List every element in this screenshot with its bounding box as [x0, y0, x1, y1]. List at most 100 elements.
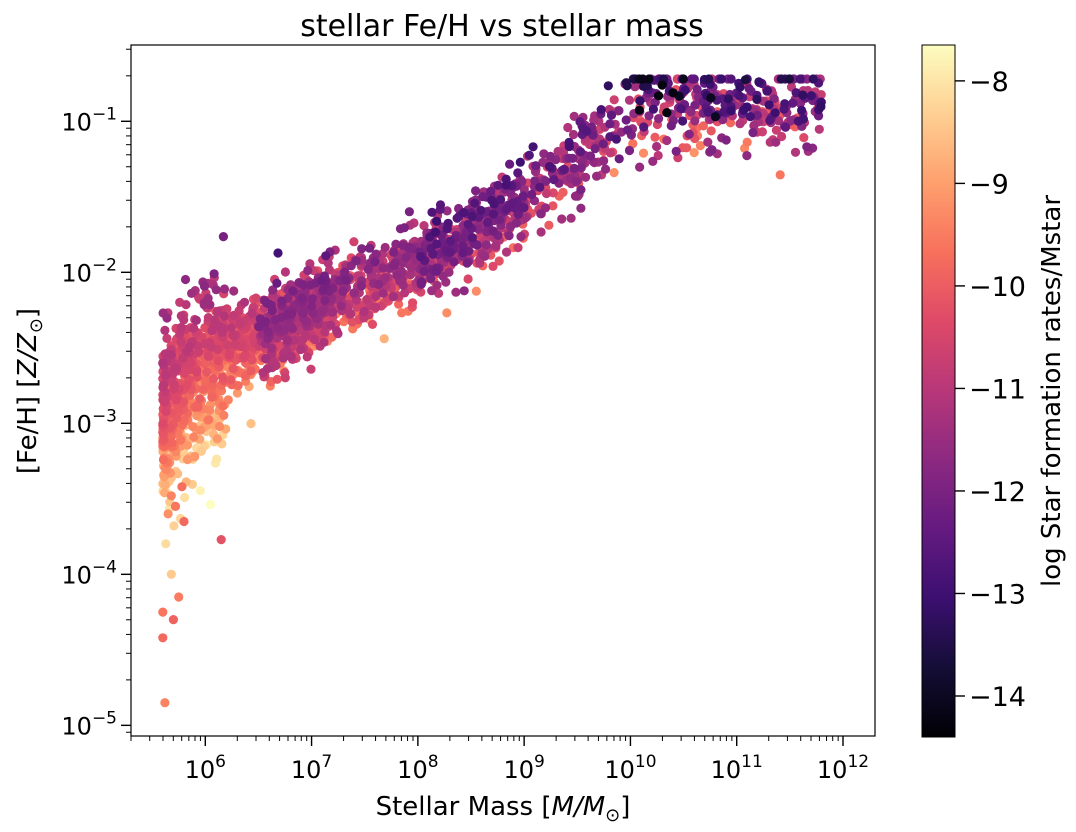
data-point [190, 451, 200, 462]
data-point [177, 482, 187, 492]
data-point [268, 285, 278, 295]
data-point [508, 198, 518, 208]
data-point [606, 110, 617, 120]
data-point [581, 172, 591, 182]
data-point [650, 132, 660, 142]
data-point [680, 85, 690, 95]
data-point [515, 157, 525, 167]
data-point [158, 381, 168, 391]
data-point [160, 480, 170, 490]
data-point [389, 247, 399, 257]
data-point [176, 337, 186, 347]
data-point [431, 266, 442, 276]
data-point [690, 100, 700, 110]
data-point [698, 121, 709, 131]
x-tick-label: 107 [291, 752, 332, 784]
data-point [541, 188, 552, 199]
data-point [442, 206, 452, 216]
data-point [548, 188, 558, 198]
data-point [726, 74, 736, 84]
data-point [654, 91, 664, 101]
data-point [212, 434, 222, 444]
data-point [609, 95, 619, 105]
data-point [568, 129, 579, 140]
data-point [224, 350, 234, 360]
data-point [211, 285, 221, 295]
data-point [158, 358, 168, 368]
data-point [162, 313, 172, 323]
data-point [740, 75, 751, 85]
data-point [545, 151, 556, 161]
data-point [191, 315, 201, 325]
data-point [609, 168, 619, 178]
data-point [272, 374, 282, 384]
data-point [219, 284, 230, 294]
data-point [808, 74, 818, 84]
data-point [207, 381, 217, 391]
data-point [666, 121, 676, 131]
data-point [207, 392, 217, 402]
data-point [158, 419, 168, 429]
data-point [181, 300, 191, 310]
data-point [173, 469, 183, 479]
data-point [513, 168, 523, 178]
data-point [286, 351, 296, 361]
data-point [788, 98, 798, 108]
data-point [349, 237, 359, 247]
data-point [624, 95, 635, 105]
data-point [776, 74, 786, 84]
data-point [407, 244, 417, 254]
data-point [481, 240, 491, 250]
data-point [518, 191, 528, 201]
data-point [623, 125, 633, 135]
data-point [639, 81, 649, 91]
y-tick-label: 10−3 [61, 406, 117, 438]
data-point [706, 126, 716, 136]
data-point [193, 402, 203, 412]
data-point [362, 294, 372, 305]
data-point [690, 116, 700, 126]
data-point [199, 281, 210, 291]
data-point [367, 319, 378, 329]
data-point [638, 74, 648, 84]
data-point [505, 159, 515, 169]
data-point [323, 258, 333, 268]
data-point [352, 302, 362, 312]
data-point [473, 224, 483, 234]
data-point [166, 569, 176, 579]
data-point [575, 147, 586, 157]
data-point [449, 257, 459, 267]
data-point [417, 277, 427, 287]
data-point [223, 395, 233, 405]
data-point [179, 415, 189, 425]
data-point [563, 122, 573, 133]
data-point [471, 186, 481, 196]
data-point [212, 307, 222, 317]
data-point [434, 288, 444, 298]
data-point [296, 344, 306, 355]
data-point [302, 352, 312, 362]
data-point [569, 163, 579, 173]
data-point [735, 82, 745, 92]
data-point [321, 251, 331, 261]
data-point [707, 145, 717, 155]
data-point [169, 521, 179, 531]
data-point [438, 271, 448, 281]
data-point [171, 363, 182, 373]
data-point [226, 375, 236, 385]
data-point [589, 115, 599, 125]
data-point [349, 288, 359, 298]
data-point [307, 301, 317, 311]
data-point [212, 454, 222, 464]
data-point [544, 161, 555, 172]
data-point [161, 406, 171, 416]
data-point [219, 311, 229, 321]
data-point [419, 266, 429, 276]
data-point [306, 364, 316, 374]
data-point [432, 216, 442, 226]
data-point [280, 267, 290, 277]
data-point [216, 535, 226, 545]
data-point [195, 394, 205, 404]
data-point [764, 100, 774, 110]
data-point [491, 241, 501, 251]
